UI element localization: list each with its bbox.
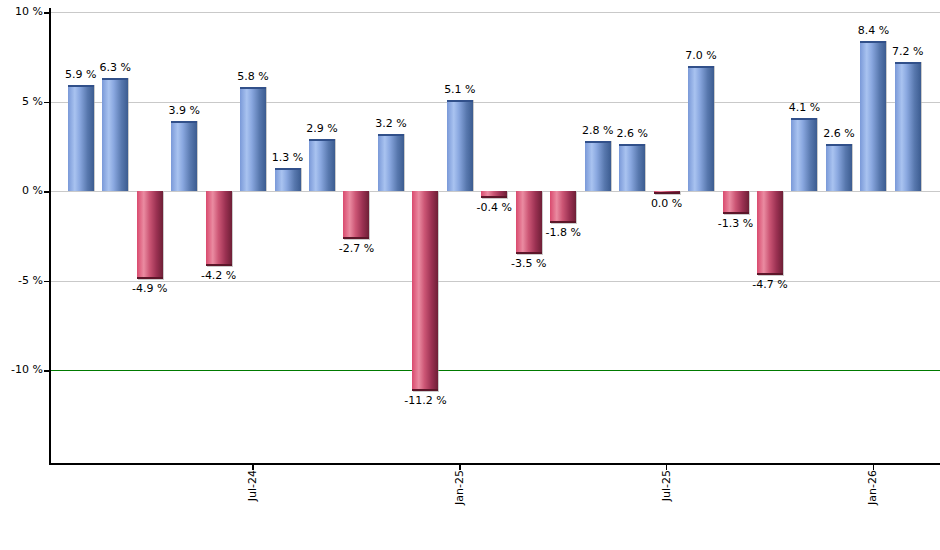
y-axis-tick	[44, 191, 49, 193]
bar-value-label: 4.1 %	[772, 101, 836, 115]
bar-value-label: -11.2 %	[393, 394, 457, 408]
bar-value-label: 6.3 %	[83, 61, 147, 75]
bar-value-label: -4.2 %	[187, 269, 251, 283]
bar-value-label: -4.7 %	[738, 278, 802, 292]
bar	[447, 100, 473, 191]
x-axis-tick-label: Jul-24	[245, 470, 260, 501]
y-axis-tick	[44, 12, 49, 14]
bar-value-label: -1.8 %	[531, 226, 595, 240]
bar-value-label: 7.0 %	[669, 49, 733, 63]
bar	[378, 134, 404, 191]
bar	[585, 141, 611, 191]
bar	[550, 191, 576, 223]
bar-value-label: 2.9 %	[290, 122, 354, 136]
bar-value-label: 8.4 %	[841, 24, 905, 38]
bar-value-label: 5.8 %	[221, 70, 285, 84]
bar-value-label: 7.2 %	[876, 45, 940, 59]
bar-value-label: -4.9 %	[118, 282, 182, 296]
y-axis-tick	[44, 370, 49, 372]
y-axis-tick	[44, 281, 49, 283]
bar-value-label: -3.5 %	[497, 257, 561, 271]
bar	[895, 62, 921, 191]
y-axis-tick-label: 0 %	[0, 184, 43, 198]
x-axis-tick-label: Jul-25	[659, 470, 674, 501]
bar-value-label: 3.2 %	[359, 117, 423, 131]
x-axis-line	[49, 463, 940, 465]
bar-value-label: -2.7 %	[324, 242, 388, 256]
y-axis-tick-label: 5 %	[0, 95, 43, 109]
bar	[206, 191, 232, 266]
bar-value-label: 1.3 %	[256, 151, 320, 165]
x-axis-tick-label: Jan-26	[865, 470, 880, 505]
reference-line	[49, 370, 940, 372]
bar	[481, 191, 507, 198]
y-axis-tick-label: 10 %	[0, 5, 43, 19]
bar	[171, 121, 197, 191]
bar	[723, 191, 749, 214]
bar-value-label: 2.6 %	[807, 127, 871, 141]
y-axis-tick-label: -10 %	[0, 363, 43, 377]
bar	[757, 191, 783, 275]
bar-value-label: 2.6 %	[600, 127, 664, 141]
bar	[275, 168, 301, 191]
bar	[102, 78, 128, 191]
bar-value-label: 0.0 %	[635, 197, 699, 211]
bar-value-label: -1.3 %	[704, 217, 768, 231]
bar-value-label: -0.4 %	[462, 201, 526, 215]
bar	[860, 41, 886, 191]
bar-value-label: 5.1 %	[428, 83, 492, 97]
x-axis-tick-label: Jan-25	[452, 470, 467, 505]
bar	[688, 66, 714, 191]
gridline	[49, 281, 940, 282]
bar-value-label: 3.9 %	[152, 104, 216, 118]
bar	[826, 144, 852, 191]
y-axis-tick	[44, 102, 49, 104]
bar	[654, 191, 680, 194]
gridline	[49, 12, 940, 13]
y-axis-tick-label: -5 %	[0, 274, 43, 288]
bar	[309, 139, 335, 191]
bar	[619, 144, 645, 191]
bar	[137, 191, 163, 279]
bar	[240, 87, 266, 191]
bar	[343, 191, 369, 239]
monthly-returns-bar-chart: 5.9 %6.3 %-4.9 %3.9 %-4.2 %5.8 %1.3 %2.9…	[0, 0, 940, 550]
bar	[68, 85, 94, 191]
bar	[412, 191, 438, 391]
